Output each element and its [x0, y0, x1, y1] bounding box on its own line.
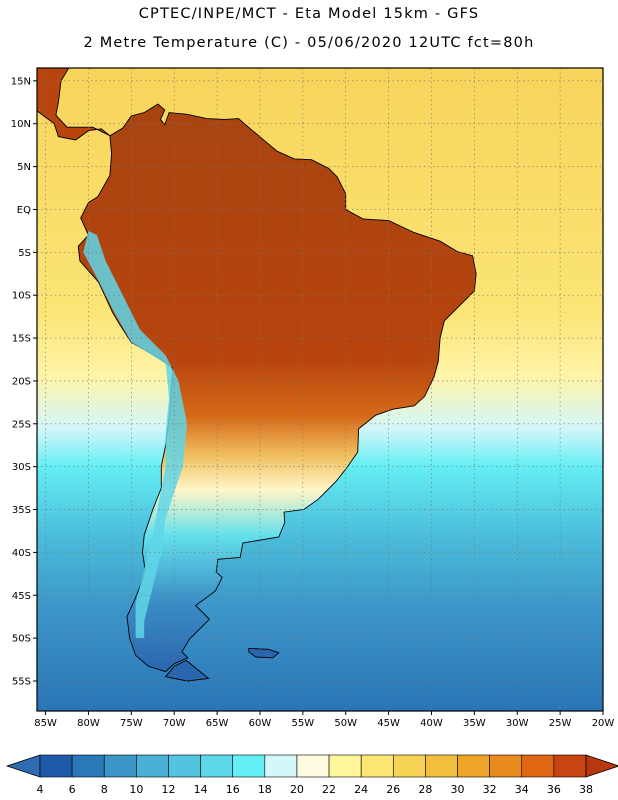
- colorbar-bin: [136, 754, 169, 778]
- colorbar-bin: [71, 754, 105, 778]
- lon-tick-label: 70W: [163, 718, 186, 729]
- lat-tick-label: 35S: [12, 505, 31, 516]
- colorbar-bin: [168, 754, 201, 778]
- falkland-islands: [248, 647, 280, 659]
- map-frame: [36, 67, 604, 712]
- colorbar-bin: [39, 754, 73, 778]
- lat-tick-label: EQ: [17, 205, 31, 216]
- lat-tick-label: 45S: [12, 591, 31, 602]
- lat-tick-label: 25S: [12, 419, 31, 430]
- land-group: [37, 68, 477, 682]
- colorbar-label: 26: [386, 783, 400, 796]
- colorbar-bin: [328, 754, 362, 778]
- lon-tick-label: 65W: [206, 718, 229, 729]
- lon-tick-label: 85W: [34, 718, 57, 729]
- colorbar-bin: [425, 754, 458, 778]
- lat-tick-label: 10N: [11, 119, 31, 130]
- colorbar-bin: [296, 754, 330, 778]
- colorbar-label: 28: [418, 783, 432, 796]
- colorbar-label: 18: [258, 783, 272, 796]
- lon-tick-label: 80W: [77, 718, 100, 729]
- colorbar-label: 36: [547, 783, 561, 796]
- colorbar-label: 6: [69, 783, 76, 796]
- colorbar-bin: [553, 754, 587, 778]
- lon-tick-label: 60W: [249, 718, 272, 729]
- colorbar-label: 20: [290, 783, 304, 796]
- colorbar-label: 8: [101, 783, 108, 796]
- colorbar-label: 16: [226, 783, 240, 796]
- colorbar-bin: [103, 754, 137, 778]
- lon-tick-label: 50W: [334, 718, 357, 729]
- lat-tick-label: 5N: [17, 162, 31, 173]
- lon-tick-label: 40W: [420, 718, 443, 729]
- colorbar-bin: [392, 754, 426, 778]
- lon-tick-label: 35W: [463, 718, 486, 729]
- colorbar-label: 12: [161, 783, 175, 796]
- colorbar-bin: [489, 754, 523, 778]
- central-america-isthmus: [37, 68, 111, 141]
- colorbar-label: 4: [37, 783, 44, 796]
- colorbar-label: 22: [322, 783, 336, 796]
- chart-subtitle: 2 Metre Temperature (C) - 05/06/2020 12U…: [83, 35, 535, 51]
- colorbar-bin: [232, 754, 266, 778]
- lat-tick-label: 55S: [12, 676, 31, 687]
- colorbar-bin: [457, 754, 490, 778]
- colorbar-bin: [521, 754, 555, 778]
- colorbar-label: 34: [515, 783, 529, 796]
- chart-title: CPTEC/INPE/MCT - Eta Model 15km - GFS: [138, 6, 480, 22]
- lat-tick-label: 30S: [12, 462, 31, 473]
- lat-tick-label: 20S: [12, 376, 31, 387]
- lon-tick-label: 25W: [549, 718, 572, 729]
- lon-tick-label: 45W: [377, 718, 400, 729]
- colorbar-label: 32: [483, 783, 497, 796]
- colorbar-bin: [264, 754, 298, 778]
- lat-tick-label: 40S: [12, 548, 31, 559]
- lat-tick-label: 15S: [12, 334, 31, 345]
- lon-tick-label: 20W: [592, 718, 615, 729]
- colorbar-label: 14: [194, 783, 208, 796]
- colorbar-label: 38: [579, 783, 593, 796]
- graticule: [37, 68, 603, 711]
- lat-tick-label: 50S: [12, 634, 31, 645]
- lat-tick-label: 10S: [12, 291, 31, 302]
- lat-tick-label: 5S: [18, 248, 31, 259]
- colorbar-over-arrow: [585, 754, 618, 778]
- lon-tick-label: 30W: [506, 718, 529, 729]
- tierra-del-fuego: [164, 659, 210, 682]
- colorbar-label: 24: [354, 783, 368, 796]
- colorbar-bin: [200, 754, 234, 778]
- lon-tick-label: 75W: [120, 718, 143, 729]
- andes-cold-band: [83, 230, 188, 639]
- lon-tick-label: 55W: [292, 718, 315, 729]
- colorbar-bin: [360, 754, 394, 778]
- colorbar-under-arrow: [5, 754, 41, 778]
- colorbar-label: 30: [451, 783, 465, 796]
- colorbar-label: 10: [129, 783, 143, 796]
- lat-tick-label: 15N: [11, 76, 31, 87]
